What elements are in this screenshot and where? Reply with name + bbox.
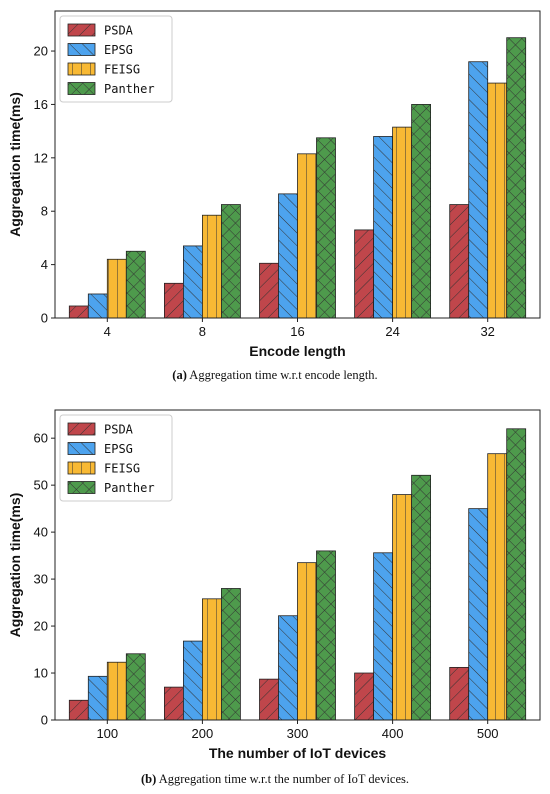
- x-tick-label: 16: [290, 324, 304, 339]
- bar-feisg-4: [106, 258, 127, 319]
- bar-panther-8: [221, 204, 241, 319]
- bar-psda-32: [449, 204, 470, 319]
- bar-panther-300: [316, 550, 336, 721]
- caption-a-text: Aggregation time w.r.t encode length.: [186, 368, 378, 382]
- bar-psda-400: [354, 672, 374, 721]
- x-tick-label: 32: [480, 324, 494, 339]
- legend-swatch-feisg: [67, 461, 96, 475]
- bar-feisg-500: [487, 453, 508, 721]
- bar-panther-500: [506, 428, 527, 721]
- x-tick-label: 300: [287, 726, 309, 741]
- bar-feisg-100: [106, 661, 127, 721]
- x-tick-label: 100: [96, 726, 118, 741]
- caption-b-label: (b): [141, 772, 157, 786]
- bar-panther-100: [125, 653, 146, 721]
- bar-epsg-500: [468, 508, 489, 721]
- bar-panther-24: [411, 104, 431, 319]
- x-tick-label: 24: [385, 324, 399, 339]
- bar-psda-4: [68, 305, 89, 319]
- legend-label-feisg: FEISG: [104, 462, 140, 476]
- bar-psda-8: [164, 282, 184, 319]
- bar-feisg-400: [392, 494, 412, 721]
- legend-swatch-epsg: [67, 43, 96, 56]
- y-tick-label: 20: [34, 44, 48, 59]
- caption-b: (b) Aggregation time w.r.t the number of…: [0, 772, 550, 787]
- x-tick-label: 200: [192, 726, 214, 741]
- legend-swatch-panther: [67, 82, 96, 95]
- y-axis-label: Aggregation time(ms): [7, 493, 23, 638]
- y-tick-label: 0: [41, 311, 48, 326]
- bar-psda-500: [449, 666, 470, 721]
- bar-epsg-100: [87, 675, 108, 721]
- legend-swatch-feisg: [67, 62, 96, 76]
- bar-panther-200: [221, 588, 241, 721]
- bar-feisg-300: [297, 562, 317, 721]
- legend-box: [59, 15, 173, 103]
- y-axis-label: Aggregation time(ms): [7, 92, 23, 237]
- y-tick-label: 8: [41, 204, 48, 219]
- bar-epsg-200: [183, 640, 203, 721]
- legend-label-psda: PSDA: [104, 24, 134, 38]
- legend-swatch-panther: [67, 481, 96, 494]
- legend-label-feisg: FEISG: [104, 63, 140, 77]
- bar-panther-4: [125, 250, 146, 319]
- y-tick-label: 30: [34, 572, 48, 587]
- bar-feisg-24: [392, 126, 412, 319]
- bar-epsg-400: [373, 552, 393, 721]
- legend: PSDA EPSG FEISG Panther: [59, 414, 173, 502]
- chart-panel-a: 0 4 8 12 16 20 4 8 16 24 32 Encode length Aggregatio…: [0, 0, 550, 395]
- y-tick-label: 0: [41, 713, 48, 728]
- bar-psda-24: [354, 229, 374, 319]
- x-tick-label: 400: [382, 726, 404, 741]
- bar-epsg-16: [278, 193, 298, 319]
- caption-a: (a) Aggregation time w.r.t encode length…: [0, 368, 550, 383]
- x-tick-label: 8: [199, 324, 206, 339]
- legend-label-panther: Panther: [104, 481, 155, 495]
- legend-swatch-psda: [67, 422, 96, 436]
- y-tick-label: 40: [34, 525, 48, 540]
- legend-swatch-epsg: [67, 442, 96, 455]
- legend: PSDA EPSG FEISG Panther: [59, 15, 173, 103]
- bar-panther-32: [506, 37, 527, 319]
- legend-box: [59, 414, 173, 502]
- bar-epsg-4: [87, 293, 108, 319]
- y-tick-label: 16: [34, 97, 48, 112]
- y-tick-label: 12: [34, 150, 48, 165]
- bar-feisg-32: [487, 82, 508, 319]
- legend-label-epsg: EPSG: [104, 43, 133, 57]
- caption-a-label: (a): [172, 368, 187, 382]
- y-tick-label: 4: [41, 257, 48, 272]
- x-tick-label: 4: [104, 324, 111, 339]
- bar-epsg-32: [468, 61, 489, 319]
- legend-label-psda: PSDA: [104, 423, 134, 437]
- chart-a-svg: 0 4 8 12 16 20 4 8 16 24 32 Encode length Aggregatio…: [7, 10, 541, 359]
- chart-panel-b: 0 10 20 30 40 50 60 100 200 300 400 500 The number o…: [0, 400, 550, 794]
- caption-b-text: Aggregation time w.r.t the number of IoT…: [156, 772, 409, 786]
- bar-feisg-8: [202, 214, 222, 319]
- y-tick-label: 50: [34, 478, 48, 493]
- bar-psda-16: [259, 262, 279, 319]
- chart-b-svg: 0 10 20 30 40 50 60 100 200 300 400 500 The number o…: [7, 409, 541, 761]
- bar-panther-400: [411, 474, 431, 721]
- bar-psda-300: [259, 678, 279, 721]
- legend-swatch-psda: [67, 23, 96, 37]
- bar-feisg-16: [297, 153, 317, 319]
- bar-psda-200: [164, 686, 184, 721]
- x-axis-label: The number of IoT devices: [209, 745, 387, 761]
- y-tick-label: 10: [34, 666, 48, 681]
- bar-psda-100: [68, 699, 89, 721]
- bar-epsg-24: [373, 136, 393, 319]
- bar-panther-16: [316, 137, 336, 319]
- legend-label-epsg: EPSG: [104, 442, 133, 456]
- x-axis-label: Encode length: [249, 343, 345, 359]
- y-tick-label: 20: [34, 619, 48, 634]
- bar-epsg-300: [278, 615, 298, 721]
- bar-epsg-8: [183, 245, 203, 319]
- x-tick-label: 500: [477, 726, 499, 741]
- y-tick-label: 60: [34, 431, 48, 446]
- bar-feisg-200: [202, 598, 222, 721]
- legend-label-panther: Panther: [104, 82, 155, 96]
